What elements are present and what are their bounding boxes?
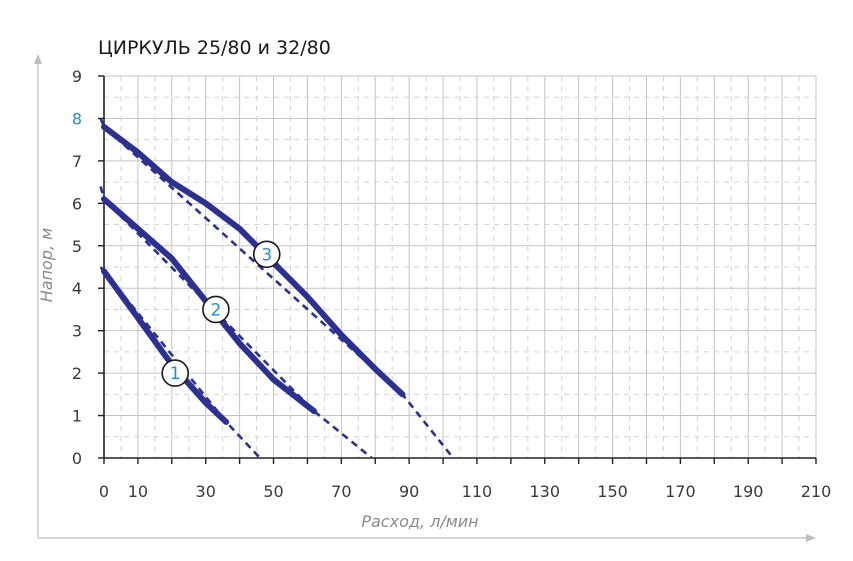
- y-tick-label: 5: [72, 237, 82, 256]
- grid: [103, 75, 817, 459]
- axis-frame: [34, 54, 816, 542]
- y-tick-label: 6: [72, 194, 82, 213]
- series-2-marker: [202, 295, 230, 324]
- y-tick-label: 4: [72, 279, 82, 298]
- series-1-marker: [161, 359, 189, 387]
- outer-y-arrowhead: [34, 54, 42, 64]
- x-tick-label: 0: [99, 482, 109, 501]
- y-tick-label: 8: [72, 109, 82, 128]
- x-tick-label: 10: [128, 482, 148, 501]
- x-tick-label: 150: [597, 482, 628, 501]
- x-tick-label: 70: [331, 482, 351, 501]
- y-tick-label: 7: [72, 152, 82, 171]
- series-2-marker-label: 2: [210, 300, 221, 320]
- x-tick-label: 110: [462, 482, 493, 501]
- y-tick-label: 0: [72, 449, 82, 468]
- chart-title: ЦИРКУЛЬ 25/80 и 32/80: [98, 37, 331, 59]
- x-tick-label: 210: [801, 482, 832, 501]
- y-tick-label: 2: [72, 364, 82, 383]
- series-3-marker: [252, 240, 281, 269]
- y-tick-label: 3: [72, 322, 82, 341]
- x-tick-label: 190: [733, 482, 764, 501]
- x-tick-label: 90: [399, 482, 419, 501]
- x-tick-label: 170: [665, 482, 696, 501]
- y-tick-label: 9: [72, 67, 82, 86]
- y-tick-label: 1: [72, 407, 82, 426]
- y-axis-label: Напор, м: [37, 228, 56, 302]
- series-3-marker-label: 3: [261, 245, 272, 265]
- x-tick-label: 30: [196, 482, 216, 501]
- outer-x-arrowhead: [806, 534, 816, 542]
- series-1-marker-label: 1: [170, 364, 181, 384]
- series-3-extrapolation: [99, 117, 455, 459]
- x-ticks: 0 10 30 50 70 90 110 130 150 170 190 210: [99, 458, 831, 501]
- x-axis-label: Расход, л/мин: [361, 512, 478, 531]
- y-ticks: 0 1 2 3 4 5 6 7 8 9: [72, 67, 104, 468]
- x-tick-label: 50: [263, 482, 283, 501]
- x-tick-label: 130: [529, 482, 560, 501]
- series-markers: 1 2 3: [161, 240, 281, 387]
